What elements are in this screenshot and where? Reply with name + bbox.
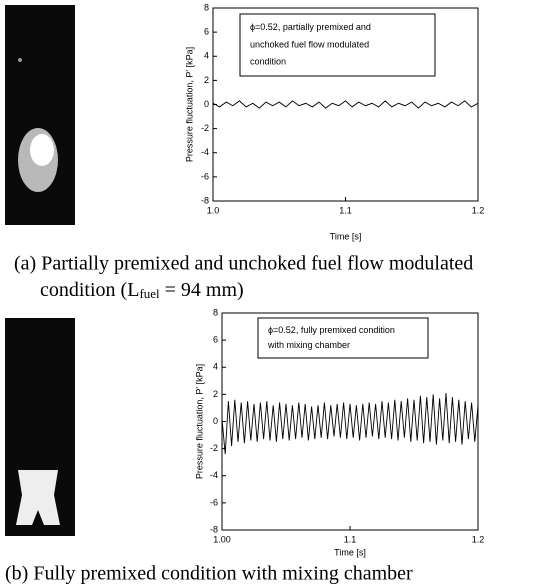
y-tick-label: 6 xyxy=(204,27,209,37)
caption-b: (b) Fully premixed condition with mixing… xyxy=(5,563,413,585)
annotation-line: unchoked fuel flow modulated xyxy=(250,39,369,49)
x-axis-label: Time [s] xyxy=(330,231,362,241)
x-tick-label: 1.2 xyxy=(472,534,485,544)
annotation-box xyxy=(257,317,429,359)
x-tick-label: 1.1 xyxy=(344,534,357,544)
y-tick-label: 2 xyxy=(204,75,209,85)
y-tick-label: 0 xyxy=(204,99,209,109)
caption-subscript: fuel xyxy=(139,286,160,301)
y-tick-label: -6 xyxy=(201,171,209,181)
annotation-line: ϕ=0.52, partially premixed and xyxy=(250,22,371,32)
x-tick-label: 1.00 xyxy=(213,534,231,544)
y-tick-label: 4 xyxy=(204,51,209,61)
y-tick-label: -8 xyxy=(201,195,209,205)
annotation-line: condition xyxy=(250,57,286,67)
x-tick-label: 1.1 xyxy=(339,205,352,215)
y-tick-label: -4 xyxy=(201,147,209,157)
annotation-line: with mixing chamber xyxy=(267,340,350,350)
x-tick-label: 1.0 xyxy=(207,205,220,215)
x-axis-label: Time [s] xyxy=(334,547,366,557)
y-tick-label: -8 xyxy=(210,524,218,534)
caption-a-line1: (a) Partially premixed and unchoked fuel… xyxy=(14,253,473,275)
annotation-box xyxy=(239,13,436,77)
y-tick-label: -4 xyxy=(210,470,218,480)
y-tick-label: 6 xyxy=(213,335,218,345)
y-axis-label: Pressure fluctuation, P' [kPa] xyxy=(194,364,204,479)
x-tick-label: 1.2 xyxy=(472,205,485,215)
y-tick-label: 8 xyxy=(204,2,209,12)
y-tick-label: -2 xyxy=(210,443,218,453)
caption-text: = 94 mm) xyxy=(160,279,244,301)
y-tick-label: 8 xyxy=(213,307,218,317)
data-line xyxy=(221,392,479,455)
y-axis-label: Pressure fluctuation, P' [kPa] xyxy=(184,47,194,162)
y-tick-label: 4 xyxy=(213,362,218,372)
y-tick-label: 0 xyxy=(213,416,218,426)
y-tick-label: 2 xyxy=(213,389,218,399)
y-tick-label: -2 xyxy=(201,123,209,133)
y-tick-label: -6 xyxy=(210,497,218,507)
annotation-line: ϕ=0.52, fully premixed condition xyxy=(268,325,395,335)
data-line xyxy=(212,100,479,109)
flame-photo-a xyxy=(5,5,75,225)
caption-a-line2: condition (Lfuel = 94 mm) xyxy=(40,279,244,301)
caption-text: condition (L xyxy=(40,279,139,301)
flame-photo-b xyxy=(5,318,75,536)
